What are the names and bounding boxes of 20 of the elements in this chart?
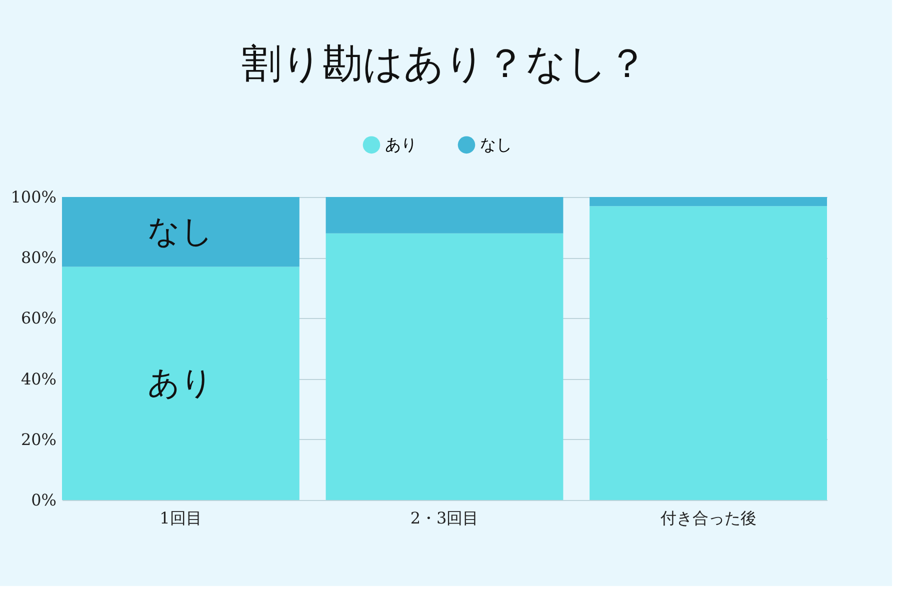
y-tick-label: 0% xyxy=(31,490,56,510)
bar xyxy=(62,197,300,267)
y-tick-label: 20% xyxy=(20,430,56,449)
annotation: あり xyxy=(148,363,214,402)
x-tick-label: 2・3回目 xyxy=(410,508,479,528)
legend-label: なし xyxy=(480,134,512,154)
bar xyxy=(590,206,827,500)
x-tick-label: 付き合った後 xyxy=(659,508,756,528)
chart-title: 割り勘はあり？なし？ xyxy=(242,41,648,87)
legend-label: あり xyxy=(385,134,417,154)
y-tick-label: 80% xyxy=(20,248,56,268)
bar xyxy=(326,233,564,500)
x-tick-label: 1回目 xyxy=(160,508,202,528)
bar xyxy=(326,197,564,234)
y-tick-label: 60% xyxy=(20,308,56,328)
y-tick-label: 40% xyxy=(20,369,56,388)
bar xyxy=(590,197,827,206)
bar xyxy=(62,266,300,500)
annotation: なし xyxy=(148,212,214,250)
y-tick-label: 100% xyxy=(10,188,56,206)
